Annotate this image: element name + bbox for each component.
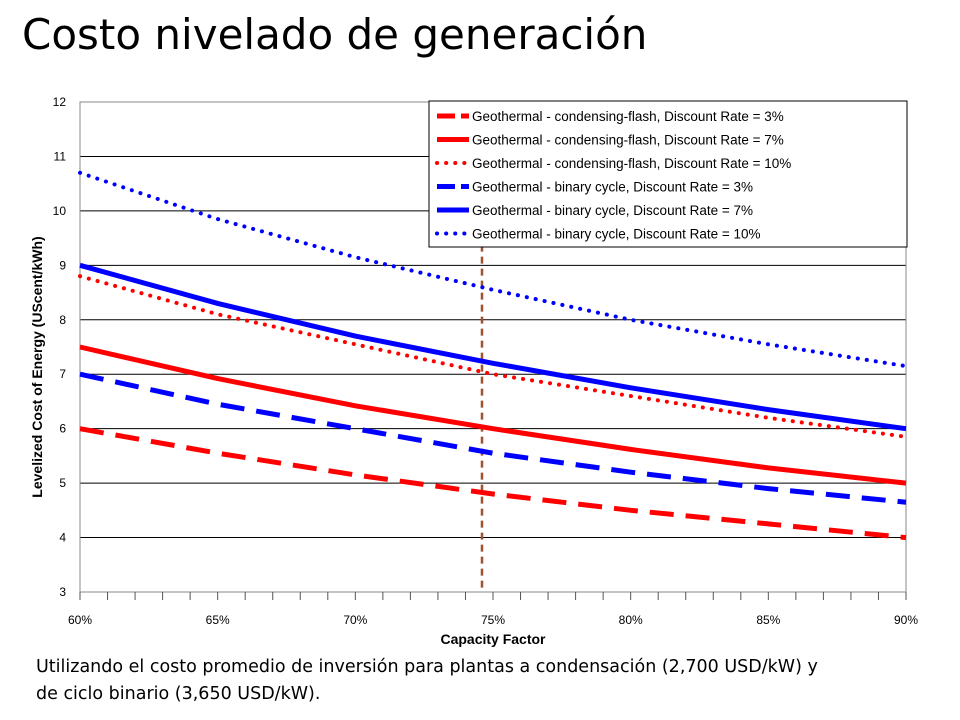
legend-label: Geothermal - condensing-flash, Discount … [472,156,791,171]
y-tick-label: 5 [59,476,66,490]
lcoe-line-chart: 3 4 5 6 7 8 9 10 11 12 60% 65% 70% 75% 80% 85% 90% Geoth… [29,95,919,647]
legend-label: Geothermal - condensing-flash, Discount … [472,109,784,124]
series-lines [78,170,908,541]
y-tick-label: 3 [59,585,66,599]
series-line-5 [79,262,907,432]
caption-line-2: de ciclo binario (3,650 USD/kW). [36,684,321,704]
x-axis-title: Capacity Factor [440,631,546,647]
axis-ticks: 3 4 5 6 7 8 9 10 11 12 60% 65% 70% 75% 80% 85% 90% [53,95,919,627]
legend-label: Geothermal - binary cycle, Discount Rate… [472,203,753,218]
y-tick-label: 10 [53,204,67,218]
y-tick-label: 6 [59,422,66,436]
x-tick-label: 70% [343,613,367,627]
x-tick-label: 65% [206,613,230,627]
legend: Geothermal - condensing-flash, Discount … [428,100,908,248]
x-tick-label: 60% [68,613,92,627]
x-tick-label: 90% [894,613,918,627]
x-tick-label: 80% [619,613,643,627]
y-axis-title: Levelized Cost of Energy (UScent/kWh) [29,236,45,497]
x-tick-label: 85% [756,613,780,627]
y-tick-label: 11 [54,149,67,163]
legend-box [428,100,908,248]
slide-title: Costo nivelado de generación [22,10,648,59]
slide-caption: Utilizando el costo promedio de inversió… [36,654,936,708]
legend-label: Geothermal - binary cycle, Discount Rate… [472,227,761,242]
caption-line-1: Utilizando el costo promedio de inversió… [36,657,818,677]
y-tick-label: 4 [59,531,66,545]
y-tick-label: 9 [59,258,66,272]
series-line-4 [79,371,907,505]
y-tick-label: 7 [59,367,66,381]
x-minor-ticks [79,592,907,600]
legend-label: Geothermal - binary cycle, Discount Rate… [472,180,753,195]
series-line-6 [78,170,908,369]
x-tick-label: 75% [481,613,505,627]
series-line-1 [79,426,907,541]
y-tick-label: 8 [59,313,66,327]
legend-label: Geothermal - condensing-flash, Discount … [472,133,784,148]
series-line-2 [79,344,907,486]
y-tick-label: 12 [53,95,67,109]
